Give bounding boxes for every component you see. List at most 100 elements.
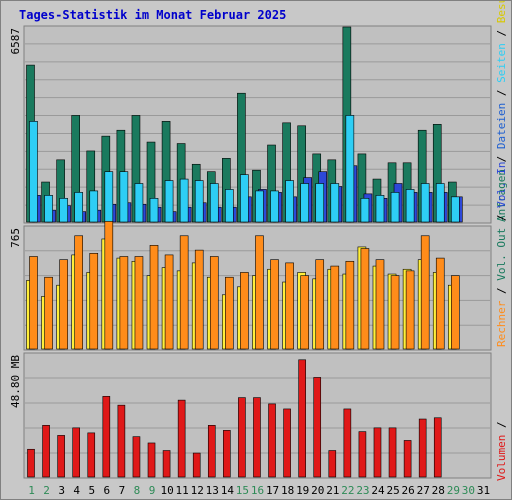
rechner-bar — [360, 248, 370, 350]
right-legend-panel-2-part: / — [495, 208, 508, 228]
y-axis-max-label-2: 765 — [9, 228, 22, 248]
rechner-bar — [255, 235, 264, 350]
right-legend-panel-1-part: Dateien — [495, 103, 508, 149]
day-label: 11 — [176, 484, 189, 497]
rechner-bar — [164, 254, 174, 350]
dateien-bar — [119, 171, 129, 223]
right-legend-panel-2-part: / — [495, 281, 508, 301]
dateien-bar — [390, 192, 400, 223]
day-label: 16 — [251, 484, 264, 497]
right-legend-panel-2-part: Vol. In — [495, 162, 508, 208]
day-label: 26 — [402, 484, 415, 497]
day-label: 5 — [88, 484, 95, 497]
day-label: 7 — [119, 484, 126, 497]
day-label: 18 — [281, 484, 294, 497]
rechner-bar — [300, 275, 309, 350]
day-label: 25 — [386, 484, 399, 497]
dateien-bar — [270, 190, 279, 223]
volumen-bar — [268, 403, 276, 478]
day-label: 19 — [296, 484, 309, 497]
rechner-bar — [74, 235, 83, 350]
dateien-bar — [104, 171, 114, 223]
rechner-bar — [285, 262, 294, 350]
rechner-bar — [405, 270, 415, 350]
volumen-bar — [418, 418, 427, 478]
dateien-bar — [134, 183, 144, 223]
volumen-bar — [328, 450, 337, 478]
volumen-bar — [117, 404, 126, 478]
rechner-bar — [44, 276, 53, 350]
volumen-bar — [132, 436, 141, 478]
volumen-bar — [238, 397, 246, 478]
volumen-bar — [283, 408, 291, 478]
rechner-bar — [194, 249, 204, 350]
day-label: 9 — [149, 484, 156, 497]
right-legend-panel-2-part: Vol. Out — [495, 228, 508, 281]
dateien-bar — [345, 115, 355, 223]
dateien-bar — [194, 180, 204, 223]
right-legend-panel-1-part: Besuche — [495, 1, 508, 23]
rechner-bar — [240, 272, 249, 350]
day-label: 3 — [58, 484, 65, 497]
rechner-bar — [375, 259, 385, 350]
y-axis-max-label-1: 6587 — [9, 28, 22, 55]
right-legend-panel-1: Anfragen / Dateien / Seiten / Besuche — [495, 1, 508, 222]
rechner-bar — [149, 245, 159, 350]
day-label: 28 — [432, 484, 445, 497]
dateien-bar — [300, 183, 309, 223]
dateien-bar — [179, 178, 189, 223]
rechner-bar — [179, 235, 189, 350]
rechner-bar — [420, 235, 430, 350]
day-label: 22 — [341, 484, 354, 497]
dateien-bar — [435, 183, 445, 223]
rechner-bar — [345, 260, 355, 350]
dateien-bar — [420, 183, 430, 223]
volumen-bar — [72, 427, 80, 478]
dateien-bar — [44, 195, 53, 223]
day-label: 27 — [417, 484, 430, 497]
dateien-bar — [405, 189, 415, 223]
right-legend-panel-3-part: Volumen — [495, 435, 508, 481]
right-legend-panel-1-part: Seiten — [495, 43, 508, 83]
rechner-bar — [119, 256, 129, 350]
dateien-bar — [74, 192, 83, 223]
right-legend-panel-1-part: / — [495, 23, 508, 43]
volumen-bar — [373, 427, 382, 478]
volumen-bar — [343, 408, 352, 478]
volumen-bar — [313, 377, 322, 478]
rechner-bar — [451, 275, 460, 350]
volumen-bar — [42, 425, 50, 478]
volumen-bar — [253, 397, 261, 478]
volumen-bar — [223, 430, 231, 478]
volumen-bar — [27, 448, 35, 478]
day-label: 17 — [266, 484, 279, 497]
volumen-bar — [147, 442, 156, 478]
day-label: 8 — [134, 484, 141, 497]
day-label: 24 — [371, 484, 385, 497]
volumen-bar — [177, 399, 186, 478]
volumen-bar — [192, 452, 201, 478]
rechner-bar — [29, 256, 38, 350]
rechner-bar — [89, 253, 99, 350]
dateien-bar — [240, 174, 249, 223]
rechner-bar — [209, 256, 219, 350]
day-label: 10 — [160, 484, 173, 497]
right-legend-panel-2: Rechner / Vol. Out / Vol. In — [495, 162, 508, 347]
volumen-bar — [87, 432, 96, 478]
right-legend-panel-3-part: / — [495, 421, 508, 434]
day-label: 23 — [356, 484, 369, 497]
right-legend-panel-2-part: Rechner — [495, 300, 508, 347]
day-label: 29 — [447, 484, 460, 497]
dateien-bar — [59, 198, 68, 223]
rechner-bar — [270, 259, 279, 350]
right-legend-panel-1-part: / — [495, 83, 508, 103]
day-label: 2 — [43, 484, 50, 497]
dateien-bar — [330, 183, 340, 223]
dateien-bar — [209, 183, 219, 223]
dateien-bar — [285, 180, 294, 223]
volumen-bar — [102, 396, 111, 478]
day-label: 20 — [311, 484, 324, 497]
day-label: 31 — [477, 484, 490, 497]
rechner-bar — [435, 257, 445, 350]
